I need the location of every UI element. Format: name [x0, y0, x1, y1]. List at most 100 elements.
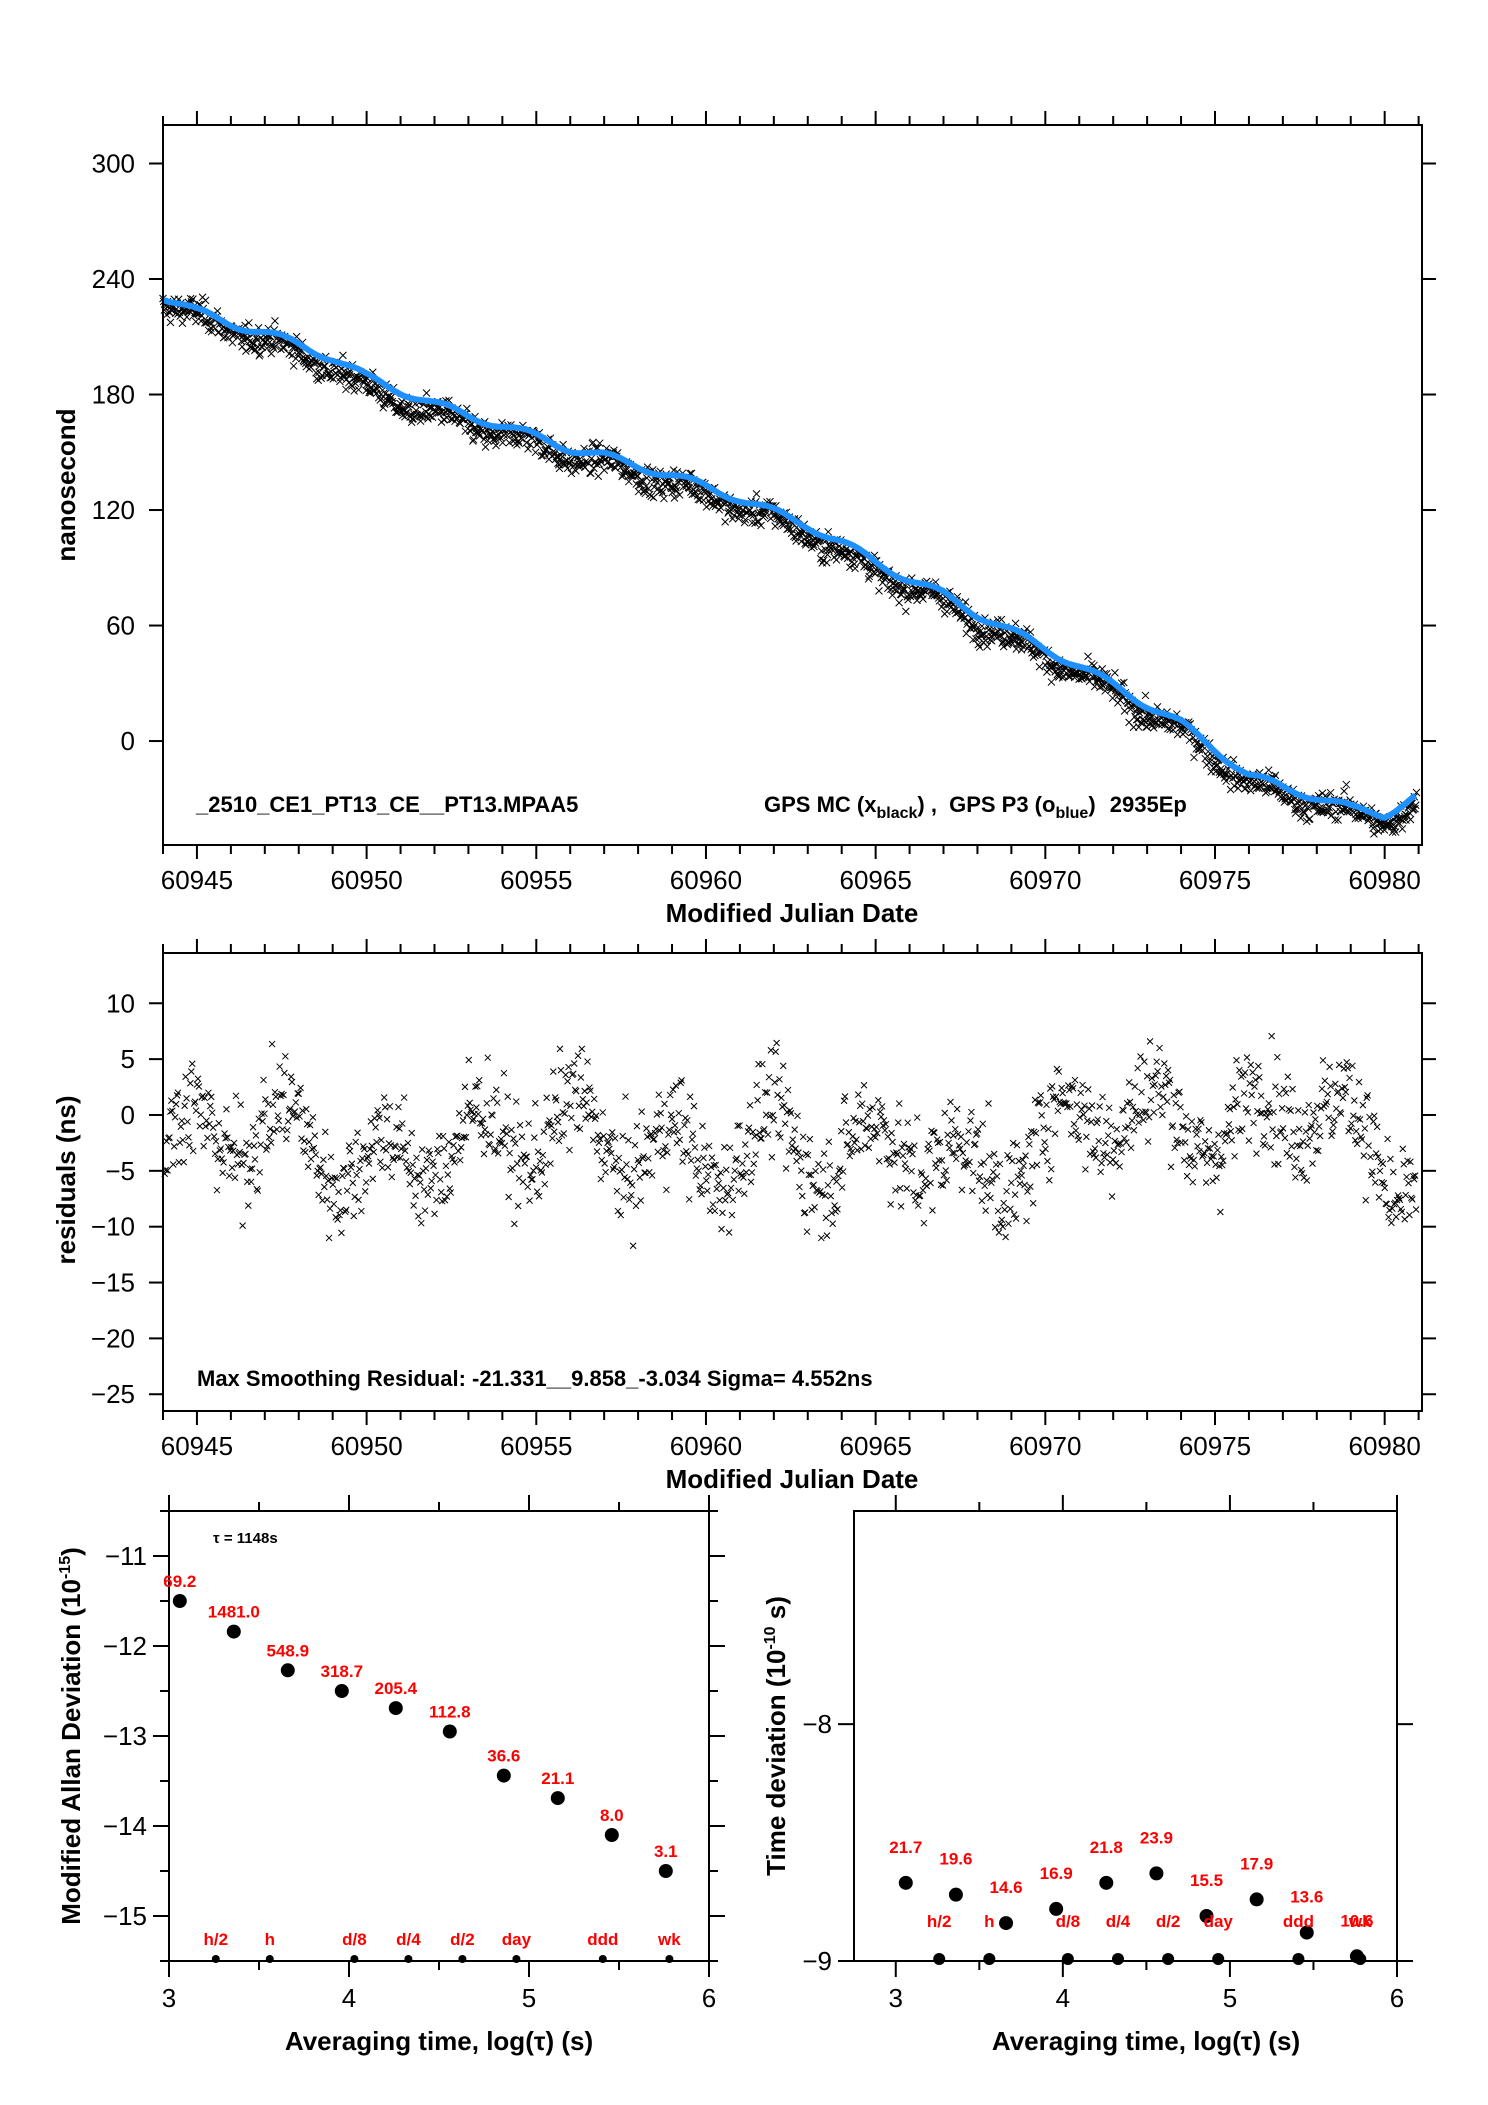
residual-point — [240, 1159, 247, 1167]
residual-point — [529, 1175, 536, 1183]
residual-point — [312, 1151, 320, 1159]
residual-point — [1375, 1194, 1383, 1201]
time-marker-dot — [350, 1955, 359, 1963]
tdev-data: 21.7 19.6 14.6 16.9 21.8 23.9 15.5 17.9 13.6 10.6… — [889, 1828, 1373, 1965]
mc-point — [492, 441, 500, 450]
data-point — [496, 1768, 511, 1783]
mc-point — [271, 342, 280, 351]
residual-point — [880, 1116, 888, 1124]
residual-point — [453, 1132, 460, 1140]
residual-point — [1113, 1125, 1121, 1133]
residual-point — [449, 1155, 456, 1163]
residual-point — [1355, 1078, 1363, 1086]
residual-point — [894, 1119, 902, 1126]
residual-point — [929, 1207, 936, 1214]
residual-point — [1370, 1112, 1378, 1120]
residual-point — [191, 1098, 199, 1106]
mc-point — [658, 488, 667, 497]
residual-point — [1008, 1157, 1016, 1165]
residual-point — [926, 1147, 933, 1155]
residual-point — [436, 1176, 444, 1183]
time-marker-dot — [211, 1955, 220, 1963]
residual-point — [414, 1171, 421, 1179]
residual-point — [1389, 1168, 1397, 1176]
residual-point — [838, 1184, 846, 1191]
residual-point — [335, 1188, 342, 1196]
time-marker-label: h/2 — [204, 1930, 229, 1949]
residual-point — [1014, 1173, 1022, 1181]
mc-point — [672, 486, 681, 495]
mc-point — [740, 518, 749, 527]
residual-point — [372, 1124, 379, 1131]
residual-point — [740, 1190, 748, 1198]
residual-point — [1246, 1079, 1254, 1087]
residual-point — [374, 1106, 381, 1114]
residual-point — [854, 1091, 862, 1098]
residual-point — [1215, 1131, 1222, 1138]
residual-point — [777, 1134, 784, 1141]
residual-point — [643, 1125, 650, 1132]
residuals-frame — [162, 952, 1423, 1412]
residual-point — [341, 1208, 349, 1216]
residual-point — [494, 1150, 502, 1157]
residual-point — [666, 1091, 674, 1099]
time-series-legend: GPS MC (xblack) , GPS P3 (oblue) 2935Ep — [764, 792, 1187, 822]
residual-point — [576, 1125, 584, 1133]
mc-point — [407, 410, 415, 419]
residual-point — [281, 1069, 288, 1077]
residual-point — [1129, 1103, 1137, 1111]
mc-point — [1340, 787, 1348, 795]
residual-point — [682, 1147, 690, 1155]
residual-point — [210, 1133, 218, 1140]
data-point-label: 14.6 — [989, 1878, 1022, 1897]
residual-point — [404, 1139, 412, 1147]
residual-point — [242, 1150, 249, 1158]
x-tick-label: 4 — [1056, 1983, 1070, 2013]
residual-point — [1021, 1181, 1028, 1189]
residual-point — [618, 1166, 626, 1174]
x-tick-label: 60965 — [839, 865, 911, 895]
residual-point — [518, 1133, 526, 1141]
residual-point — [1138, 1088, 1145, 1096]
residual-point — [1092, 1154, 1100, 1161]
residual-point — [841, 1093, 849, 1100]
residual-point — [925, 1140, 933, 1148]
residual-point — [1144, 1138, 1152, 1145]
residual-point — [1263, 1113, 1271, 1121]
residual-point — [1212, 1161, 1219, 1168]
residual-point — [1411, 1172, 1419, 1180]
mc-point — [388, 397, 397, 406]
residual-point — [323, 1196, 331, 1203]
residual-point — [1369, 1168, 1376, 1176]
residual-point — [692, 1172, 700, 1180]
residual-point — [936, 1138, 944, 1146]
residual-point — [864, 1112, 872, 1119]
data-point-label: 21.1 — [541, 1769, 574, 1788]
residual-point — [1219, 1157, 1227, 1164]
residual-point — [1133, 1111, 1141, 1118]
residual-point — [1329, 1128, 1336, 1135]
residual-point — [218, 1155, 226, 1163]
residual-point — [963, 1139, 971, 1146]
residual-point — [828, 1209, 836, 1217]
time-marker-dot — [933, 1953, 946, 1965]
residual-point — [1398, 1208, 1406, 1216]
time-marker-dot — [1111, 1953, 1124, 1965]
residual-point — [853, 1136, 860, 1143]
residual-point — [663, 1186, 670, 1194]
residual-point — [479, 1115, 487, 1123]
residual-point — [220, 1159, 227, 1166]
residual-point — [486, 1141, 494, 1149]
residual-point — [1371, 1179, 1379, 1186]
residual-point — [1076, 1113, 1084, 1121]
x-tick-label: 60960 — [670, 865, 742, 895]
residual-point — [560, 1130, 568, 1137]
tdev-ylabel-end: s) — [761, 1596, 791, 1626]
residual-point — [463, 1111, 471, 1119]
residual-point — [505, 1193, 513, 1201]
residual-point — [1310, 1109, 1317, 1116]
residual-point — [480, 1150, 488, 1158]
residual-point — [658, 1124, 665, 1132]
mc-point — [396, 399, 405, 408]
time-marker-dot — [665, 1955, 674, 1963]
